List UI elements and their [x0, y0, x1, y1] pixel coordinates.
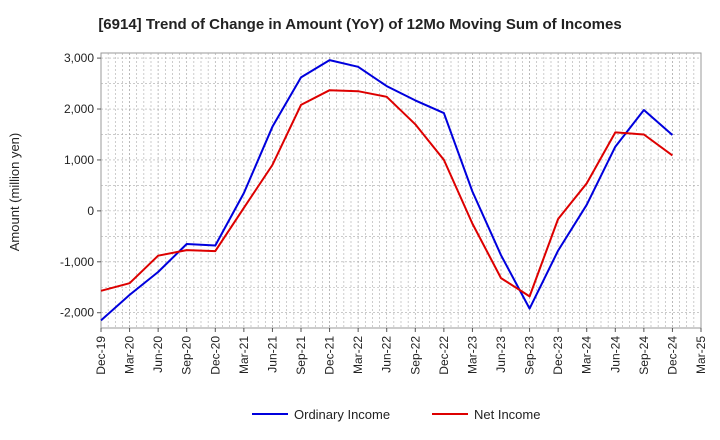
grid-layer — [101, 53, 701, 328]
y-tick-label: 3,000 — [64, 51, 94, 65]
x-tick-label: Dec-22 — [437, 336, 451, 375]
x-tick-label: Dec-24 — [665, 336, 679, 375]
series-line-1 — [100, 89, 673, 298]
x-axis: Dec-19 Mar-20 Jun-20 Sep-20 Dec-20 Mar-21 Jun-… — [94, 328, 708, 375]
y-tick-label: 0 — [87, 204, 94, 218]
x-tick-label: Sep-21 — [294, 336, 308, 375]
legend: Ordinary Income Net Income — [252, 407, 540, 422]
x-tick-label: Jun-20 — [151, 336, 165, 373]
y-tick-label: 1,000 — [64, 153, 94, 167]
y-tick-label: -1,000 — [60, 255, 94, 269]
x-tick-label: Dec-23 — [551, 336, 565, 375]
legend-label-1: Net Income — [474, 407, 540, 422]
x-tick-label: Mar-24 — [580, 336, 594, 374]
x-tick-label: Mar-25 — [694, 336, 708, 374]
x-tick-label: Sep-20 — [180, 336, 194, 375]
x-tick-label: Mar-23 — [465, 336, 479, 374]
y-axis: 3,000 2,000 1,000 0 -1,000 -2,000 — [60, 51, 101, 320]
x-tick-label: Sep-24 — [637, 336, 651, 375]
x-tick-label: Dec-20 — [208, 336, 222, 375]
y-tick-label: -2,000 — [60, 306, 94, 320]
x-tick-label: Dec-19 — [94, 336, 108, 375]
series-layer — [100, 59, 674, 322]
x-tick-label: Jun-24 — [608, 336, 622, 373]
chart-title: [6914] Trend of Change in Amount (YoY) o… — [98, 16, 622, 33]
x-tick-label: Dec-21 — [323, 336, 337, 375]
x-tick-label: Mar-22 — [351, 336, 365, 374]
x-tick-label: Jun-23 — [494, 336, 508, 373]
legend-label-0: Ordinary Income — [294, 407, 390, 422]
y-tick-label: 2,000 — [64, 102, 94, 116]
x-tick-label: Mar-21 — [237, 336, 251, 374]
x-tick-label: Jun-21 — [265, 336, 279, 373]
x-tick-label: Jun-22 — [380, 336, 394, 373]
y-axis-label: Amount (million yen) — [7, 133, 22, 252]
x-tick-label: Sep-23 — [523, 336, 537, 375]
series-line-0 — [100, 59, 674, 322]
x-tick-label: Sep-22 — [408, 336, 422, 375]
x-tick-label: Mar-20 — [123, 336, 137, 374]
